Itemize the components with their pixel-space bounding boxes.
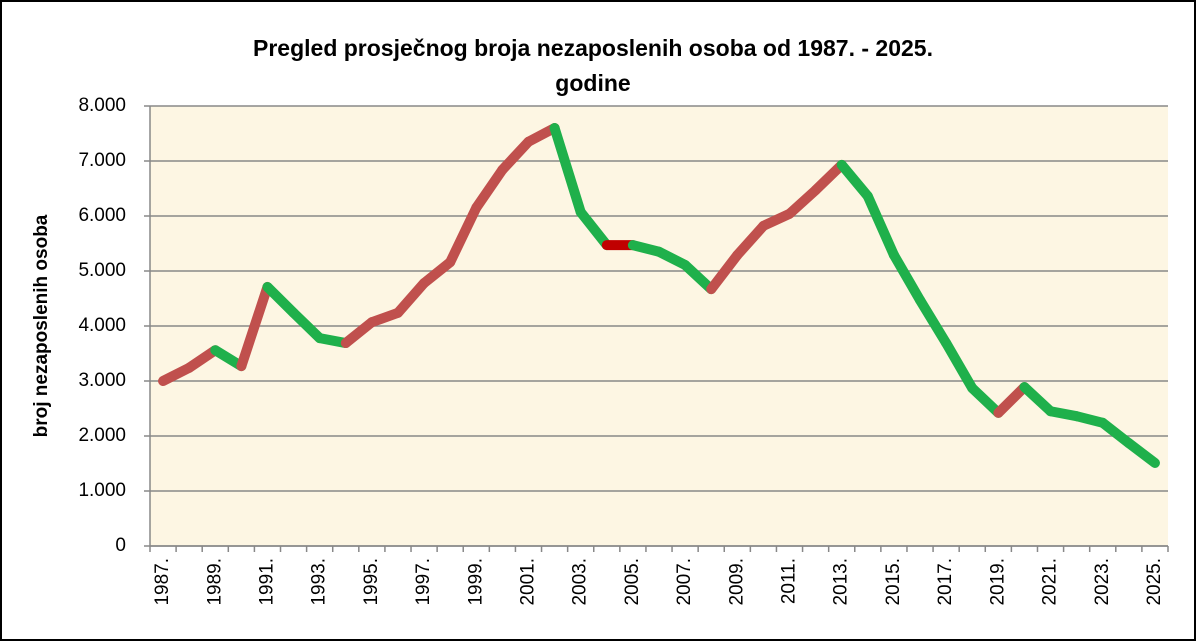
x-tick-label: 1995. — [361, 558, 382, 606]
line-segment — [836, 159, 873, 202]
x-tick-label: 2017. — [935, 558, 956, 606]
line-segment — [680, 259, 717, 295]
line-segment — [549, 123, 586, 218]
x-tick-label: 2023. — [1092, 558, 1113, 606]
y-tick-label: 2.000 — [78, 425, 126, 446]
x-tick-label: 2005. — [622, 558, 643, 606]
y-tick-label: 4.000 — [78, 315, 126, 336]
line-segment — [262, 281, 299, 318]
line-segment — [915, 295, 952, 349]
chart-title: Pregled prosječnog broja nezaposlenih os… — [253, 35, 933, 61]
x-tick-label: 1987. — [152, 558, 173, 606]
line-segment — [888, 250, 926, 306]
line-segment — [732, 220, 769, 261]
line-segment — [471, 164, 508, 213]
line-segment — [575, 207, 612, 251]
line-segment — [784, 185, 821, 219]
x-tick-label: 2003. — [570, 558, 591, 606]
x-tick-label: 1993. — [309, 558, 330, 606]
line-segment — [236, 281, 273, 372]
x-tick-label: 2025. — [1144, 558, 1165, 606]
x-tick-label: 2001. — [518, 558, 539, 606]
line-segment — [445, 202, 482, 268]
line-segment — [810, 159, 847, 196]
line-segment — [288, 307, 325, 344]
x-tick-label: 1991. — [256, 558, 277, 606]
x-tick-label: 2007. — [674, 558, 695, 606]
y-tick-label: 5.000 — [78, 260, 126, 281]
line-segment — [993, 382, 1030, 418]
x-tick-label: 1997. — [413, 558, 434, 606]
y-tick-label: 0 — [115, 535, 126, 556]
line-segment — [967, 383, 1004, 418]
line-segment — [862, 191, 899, 261]
line-segment — [1097, 417, 1134, 449]
y-tick-label: 3.000 — [78, 370, 126, 391]
line-segment — [941, 338, 978, 394]
line-segment — [392, 278, 430, 318]
x-tick-label: 2021. — [1040, 558, 1061, 606]
line-segment — [419, 257, 456, 289]
chart-title: godine — [555, 70, 630, 96]
x-tick-label: 2019. — [987, 558, 1008, 606]
line-segment — [1019, 382, 1056, 417]
line-segment — [706, 250, 743, 295]
line-segment — [340, 317, 377, 349]
y-tick-label: 6.000 — [78, 205, 126, 226]
x-tick-label: 2011. — [779, 558, 800, 604]
x-tick-label: 1999. — [465, 558, 486, 606]
x-tick-label: 2015. — [883, 558, 904, 606]
line-segment — [1123, 438, 1160, 468]
y-tick-label: 1.000 — [78, 480, 126, 501]
line-segment — [497, 136, 534, 175]
y-tick-label: 8.000 — [78, 95, 126, 116]
y-axis-label: broj nezaposlenih osoba — [31, 214, 52, 437]
x-tick-label: 2009. — [726, 558, 747, 606]
y-tick-label: 7.000 — [78, 150, 126, 171]
x-tick-label: 1989. — [204, 558, 225, 606]
x-tick-label: 2013. — [831, 558, 852, 606]
line-segment — [184, 345, 221, 373]
